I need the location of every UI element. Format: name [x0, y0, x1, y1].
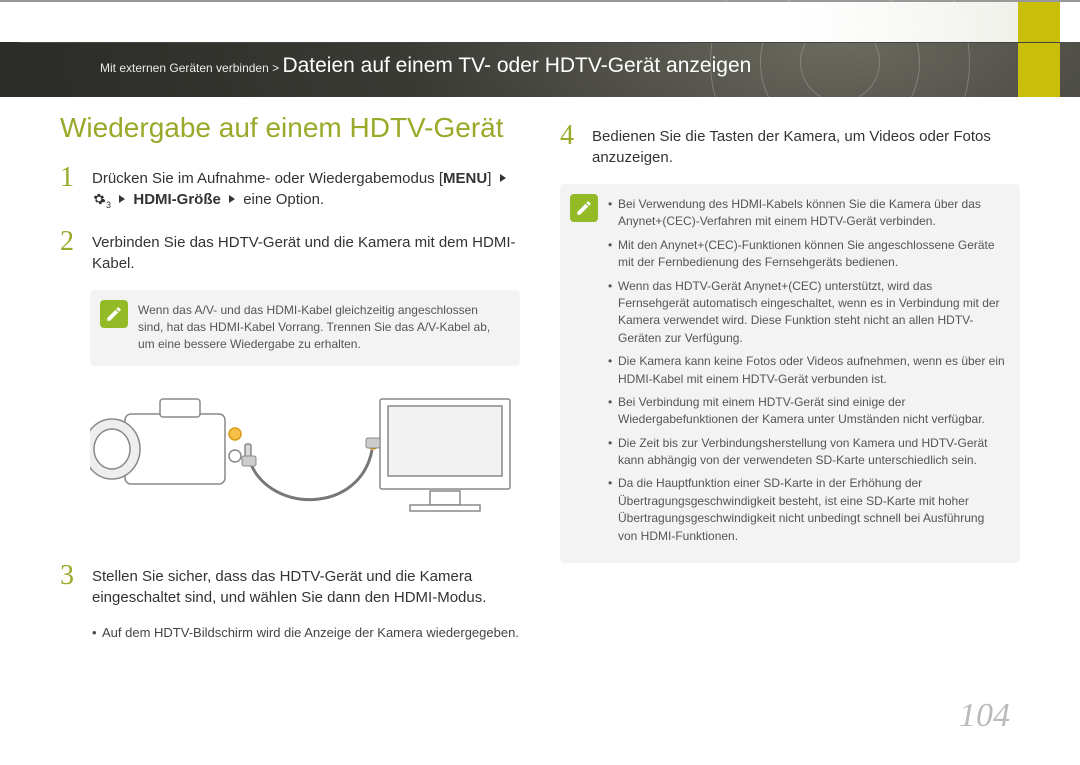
hdmi-illustration: [90, 384, 520, 544]
page-frame: Mit externen Geräten verbinden > Dateien…: [0, 0, 1080, 765]
page-number: 104: [959, 697, 1010, 735]
step-3: 3 Stellen Sie sicher, dass das HDTV-Gerä…: [60, 562, 520, 608]
pen-icon: [570, 194, 598, 222]
note2-item: Wenn das HDTV-Gerät Anynet+(CEC) unterst…: [608, 278, 1006, 348]
note2-item: Da die Hauptfunktion einer SD-Karte in d…: [608, 475, 1006, 545]
step-2: 2 Verbinden Sie das HDTV-Gerät und die K…: [60, 228, 520, 274]
note2-item: Bei Verbindung mit einem HDTV-Gerät sind…: [608, 394, 1006, 429]
breadcrumb-prefix: Mit externen Geräten verbinden >: [100, 61, 282, 75]
yellow-corner-block: [1018, 2, 1060, 97]
step-1-body: Drücken Sie im Aufnahme- oder Wiedergabe…: [92, 164, 520, 212]
note-box-1: Wenn das A/V- und das HDMI-Kabel gleichz…: [90, 290, 520, 366]
header-divider: [20, 42, 1060, 43]
note2-item: Die Zeit bis zur Verbindungsherstellung …: [608, 435, 1006, 470]
step-3-body: Stellen Sie sicher, dass das HDTV-Gerät …: [92, 562, 520, 608]
gear-icon: [92, 191, 106, 205]
right-column: 4 Bedienen Sie die Tasten der Kamera, um…: [560, 112, 1020, 705]
step-number-4: 4: [560, 122, 580, 168]
step-3-sub-bullet: Auf dem HDTV-Bildschirm wird die Anzeige…: [60, 624, 520, 642]
step-number-3: 3: [60, 562, 80, 608]
pen-icon: [100, 300, 128, 328]
step-4-body: Bedienen Sie die Tasten der Kamera, um V…: [592, 122, 1020, 168]
note2-list: Bei Verwendung des HDMI-Kabels können Si…: [608, 196, 1006, 545]
step1-text-a: Drücken Sie im Aufnahme- oder Wiedergabe…: [92, 170, 443, 187]
step1-hdmi-label: HDMI-Größe: [133, 191, 221, 208]
note2-item: Bei Verwendung des HDMI-Kabels können Si…: [608, 196, 1006, 231]
arrow-icon: [229, 195, 235, 203]
arrow-icon: [500, 174, 506, 182]
gear-subscript: 3: [106, 200, 111, 210]
step1-text-c: eine Option.: [243, 191, 324, 208]
section-heading: Wiedergabe auf einem HDTV-Gerät: [60, 112, 520, 144]
step-2-body: Verbinden Sie das HDTV-Gerät und die Kam…: [92, 228, 520, 274]
step-1: 1 Drücken Sie im Aufnahme- oder Wiederga…: [60, 164, 520, 212]
note-box-2: Bei Verwendung des HDMI-Kabels können Si…: [560, 184, 1020, 563]
step-number-1: 1: [60, 164, 80, 212]
breadcrumb: Mit externen Geräten verbinden > Dateien…: [100, 54, 1020, 78]
page-content: Wiedergabe auf einem HDTV-Gerät 1 Drücke…: [60, 112, 1020, 705]
breadcrumb-title: Dateien auf einem TV- oder HDTV-Gerät an…: [282, 54, 751, 77]
arrow-icon: [119, 195, 125, 203]
note2-item: Die Kamera kann keine Fotos oder Videos …: [608, 353, 1006, 388]
step-number-2: 2: [60, 228, 80, 274]
step1-menu-label: MENU: [443, 170, 487, 187]
note2-item: Mit den Anynet+(CEC)-Funktionen können S…: [608, 237, 1006, 272]
step-4: 4 Bedienen Sie die Tasten der Kamera, um…: [560, 122, 1020, 168]
header-light-glow: [800, 2, 1030, 42]
note1-text: Wenn das A/V- und das HDMI-Kabel gleichz…: [138, 303, 490, 352]
step1-text-b: ]: [487, 170, 495, 187]
left-column: Wiedergabe auf einem HDTV-Gerät 1 Drücke…: [60, 112, 520, 705]
